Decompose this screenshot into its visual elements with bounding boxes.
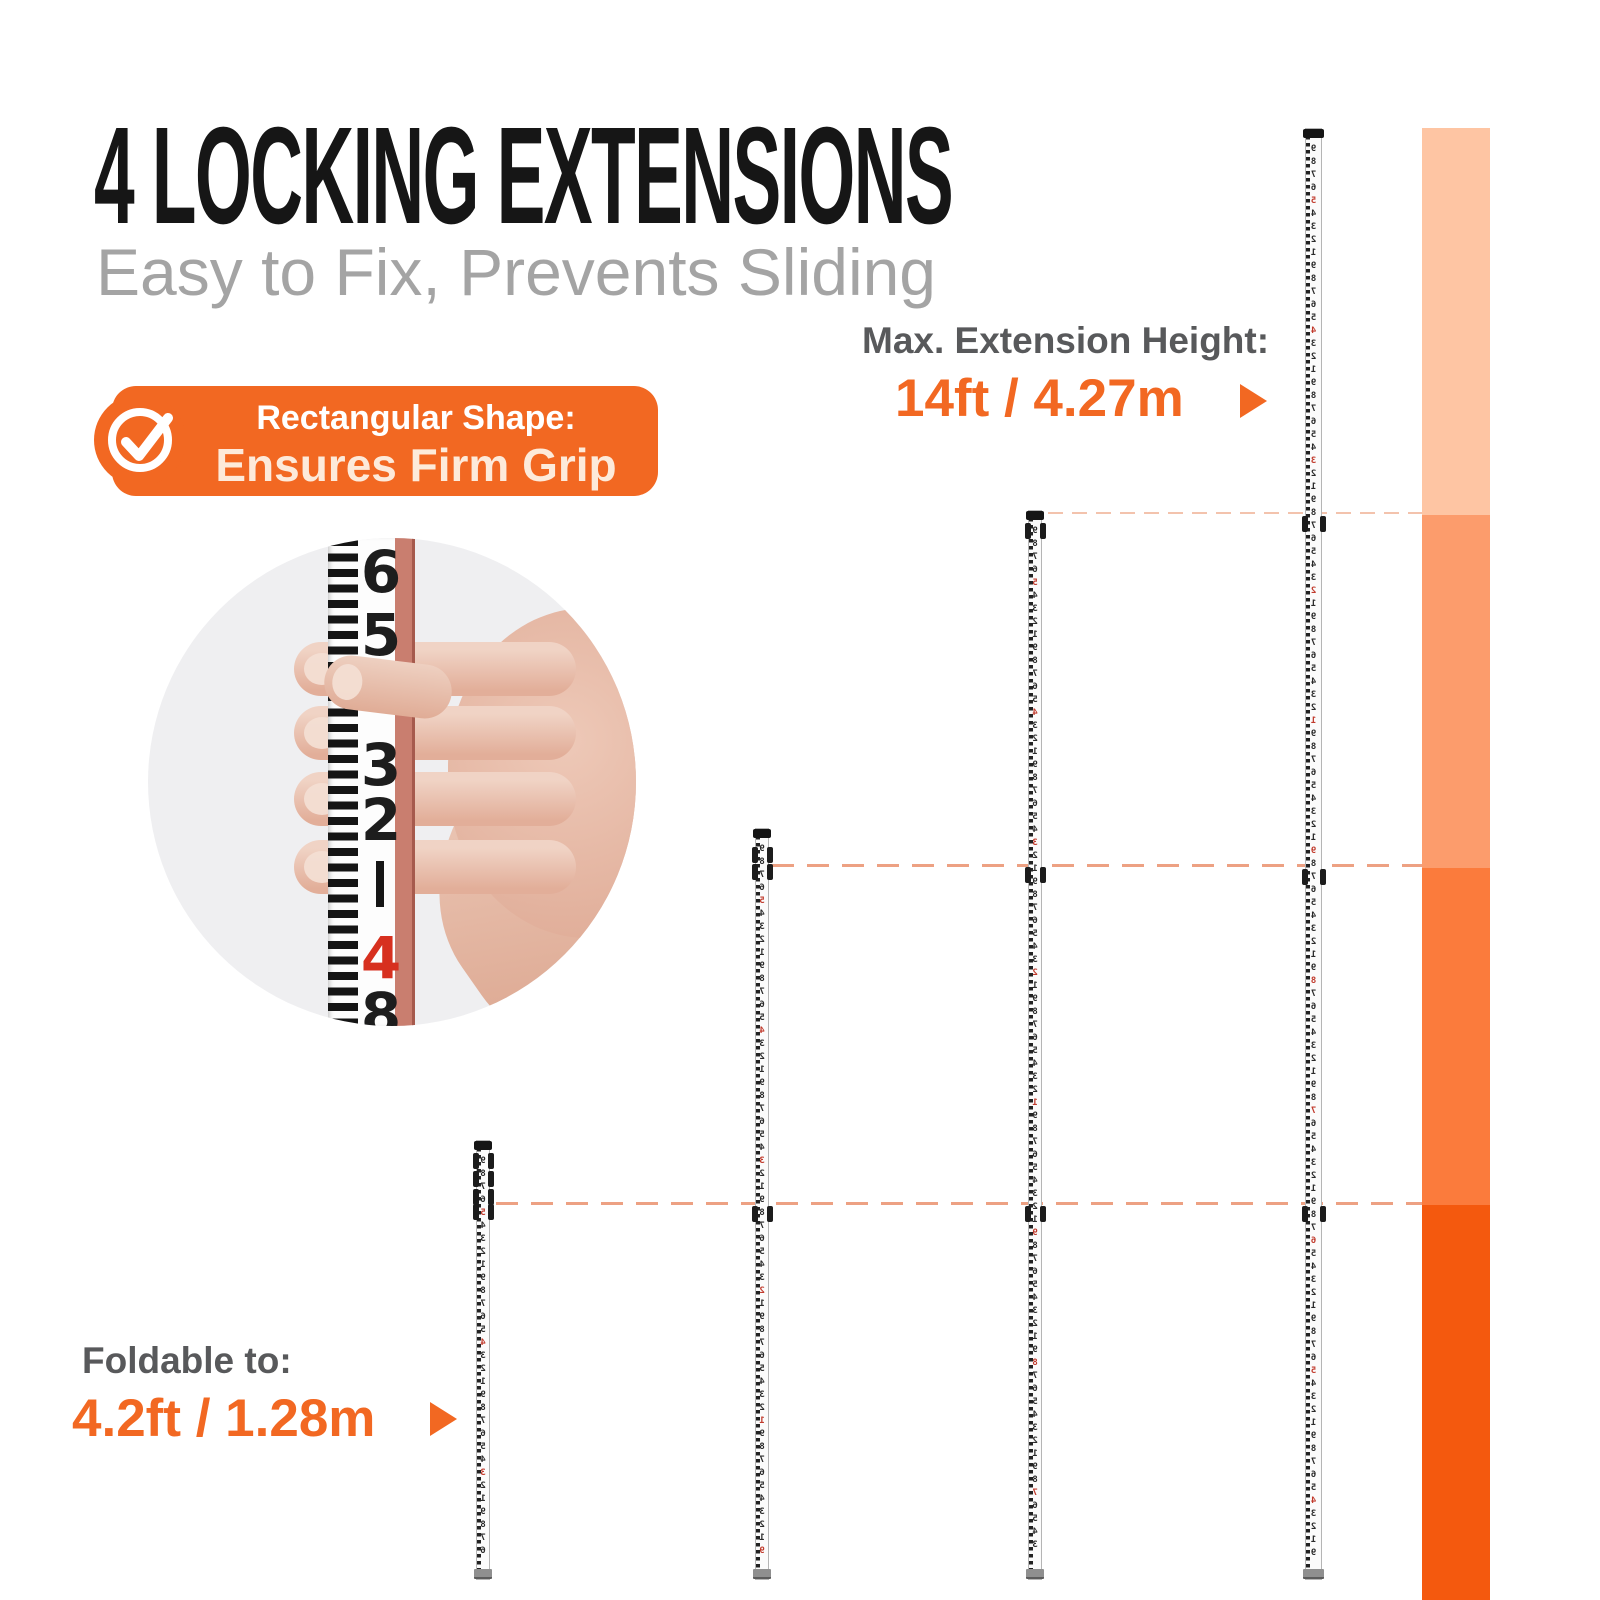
page-subtitle: Easy to Fix, Prevents Sliding [96, 235, 937, 309]
locking-clip [1320, 516, 1326, 532]
rod-base-foot [753, 1569, 771, 1579]
locking-clip [488, 1204, 494, 1220]
max-extension-value: 14ft / 4.27m [895, 369, 1184, 428]
locking-clip [1025, 867, 1031, 883]
locking-clip [1025, 523, 1031, 539]
height-scale-bar [1422, 128, 1490, 1600]
scale-bar-segment [1422, 868, 1490, 1205]
locking-clip [1320, 1206, 1326, 1222]
right-arrow-icon [1240, 384, 1267, 418]
page-title: 4 LOCKING EXTENSIONS [94, 99, 954, 253]
locking-clip [473, 1171, 479, 1187]
dash-guide-line [772, 864, 1422, 867]
ruler-number: 3 [360, 731, 402, 799]
locking-clip [1025, 1206, 1031, 1222]
locking-clip [1302, 869, 1308, 885]
badge-text: Rectangular Shape: Ensures Firm Grip [186, 396, 646, 491]
locking-clip [1302, 1206, 1308, 1222]
locking-clip [1320, 869, 1326, 885]
locking-clip [767, 864, 773, 880]
ruler-number: 2 [360, 786, 402, 854]
locking-clip [767, 847, 773, 863]
scale-bar-segment [1422, 515, 1490, 868]
locking-clip [752, 864, 758, 880]
locking-clip [488, 1171, 494, 1187]
locking-clip [488, 1189, 494, 1205]
scale-bar-segment [1422, 128, 1490, 515]
ruler-side-strip [395, 538, 415, 1026]
locking-clip [488, 1153, 494, 1169]
dash-guide-line [1048, 512, 1422, 514]
ruler-number: 8 [360, 980, 402, 1026]
badge-line1: Rectangular Shape: [256, 399, 576, 437]
check-circle-icon [94, 394, 186, 486]
scale-bar-segment [1422, 1205, 1490, 1600]
foldable-label: Foldable to: [82, 1340, 292, 1381]
locking-clip [752, 1206, 758, 1222]
feature-badge: Rectangular Shape: Ensures Firm Grip [94, 386, 658, 496]
ruler-face [328, 538, 395, 1026]
ruler-number: 4 [360, 924, 402, 992]
rod-base-foot [1303, 1569, 1324, 1579]
locking-clip [1040, 867, 1046, 883]
locking-clip [752, 847, 758, 863]
locking-clip [473, 1189, 479, 1205]
ruler-number: 6 [360, 538, 402, 606]
rod-base-foot [474, 1569, 492, 1579]
rod-base-foot [1026, 1569, 1044, 1579]
right-arrow-icon [430, 1402, 457, 1436]
rod-top-cap [474, 1141, 492, 1150]
max-extension-label: Max. Extension Height: [862, 320, 1270, 361]
locking-clip [473, 1204, 479, 1220]
locking-clip [1040, 1206, 1046, 1222]
thumbnail [330, 662, 365, 702]
ruler-number [376, 861, 384, 907]
dash-guide-line [496, 1202, 1422, 1205]
locking-clip [1302, 516, 1308, 532]
rod-top-cap [1026, 511, 1044, 520]
locking-clip [473, 1153, 479, 1169]
locking-clip [767, 1206, 773, 1222]
rod-top-cap [753, 829, 771, 838]
ruler-ticks [328, 538, 358, 1026]
foldable-value: 4.2ft / 1.28m [72, 1389, 376, 1448]
rod-top-cap [1303, 129, 1324, 138]
locking-clip [1040, 523, 1046, 539]
badge-line2: Ensures Firm Grip [215, 439, 617, 492]
